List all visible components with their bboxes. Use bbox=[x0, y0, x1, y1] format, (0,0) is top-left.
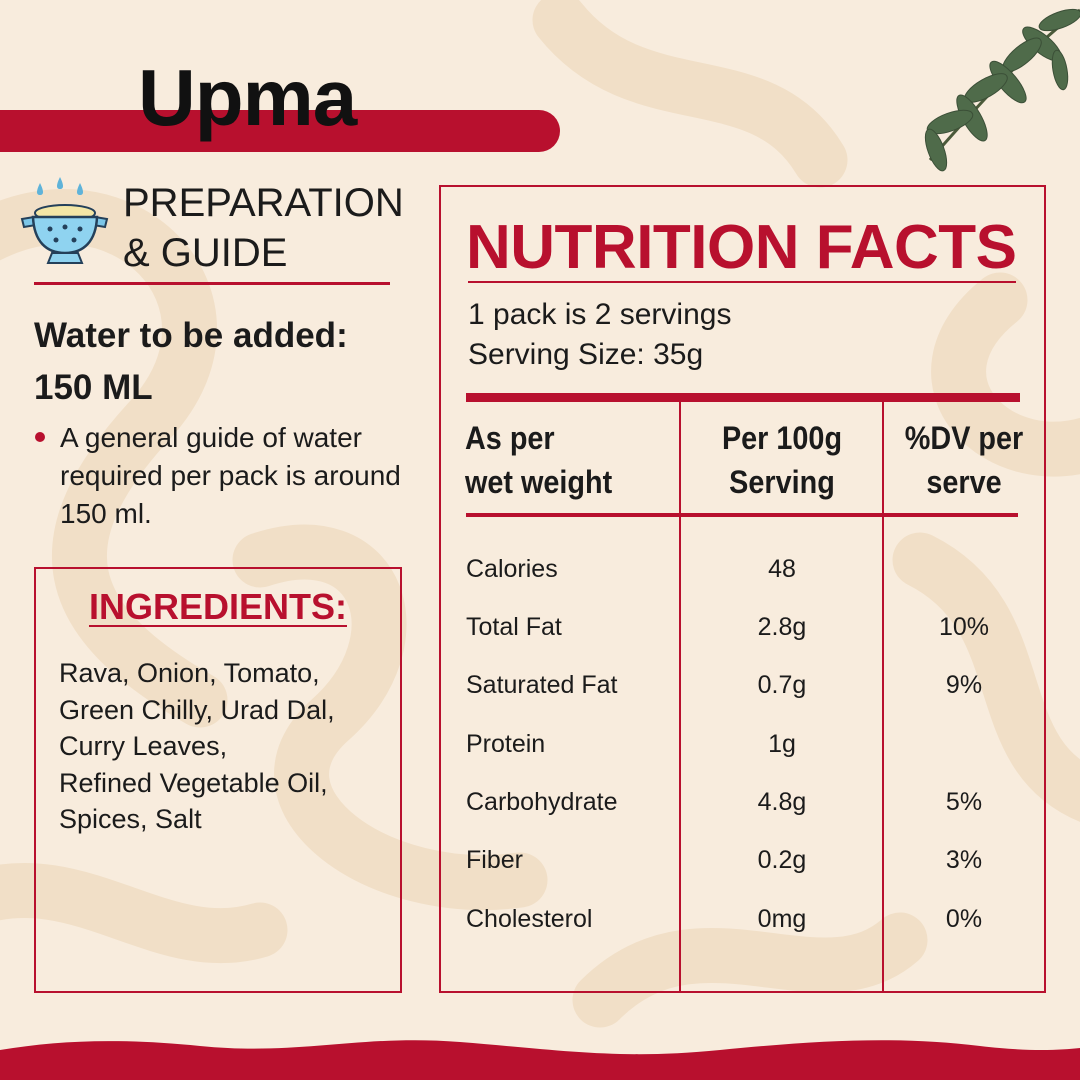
ingredient-line: Green Chilly, Urad Dal, bbox=[59, 694, 335, 725]
column-divider bbox=[679, 402, 681, 992]
bullet-icon bbox=[35, 432, 45, 442]
ingredient-line: Rava, Onion, Tomato, bbox=[59, 658, 320, 688]
serving-info: 1 pack is 2 servings Serving Size: 35g bbox=[468, 295, 731, 375]
colander-icon bbox=[20, 177, 109, 264]
nutrition-title-underline bbox=[468, 281, 1016, 283]
table-row: Saturated Fat 0.7g 9% bbox=[466, 671, 983, 699]
header-dv: %DV per serve bbox=[904, 420, 1024, 500]
water-guide-note: A general guide of water required per pa… bbox=[60, 422, 401, 529]
ingredients-title: INGREDIENTS: bbox=[88, 586, 347, 627]
table-row: Fiber 0.2g 3% bbox=[466, 846, 983, 874]
page-title: Upma bbox=[138, 53, 357, 142]
header-basis: As per wet weight bbox=[465, 420, 613, 500]
nutrition-facts-box bbox=[439, 185, 1046, 993]
table-row: Protein 1g bbox=[466, 730, 796, 758]
preparation-divider bbox=[34, 282, 390, 285]
servings-per-pack: 1 pack is 2 servings bbox=[468, 298, 732, 331]
nutrition-title: NUTRITION FACTS bbox=[466, 213, 1017, 282]
ingredient-line: Refined Vegetable Oil, bbox=[59, 767, 328, 798]
table-row: Carbohydrate 4.8g 5% bbox=[466, 788, 983, 816]
column-divider bbox=[882, 402, 884, 992]
ingredient-line: Curry Leaves, bbox=[59, 731, 228, 761]
ingredients-list: Rava, Onion, Tomato, Green Chilly, Urad … bbox=[59, 655, 389, 838]
header-rule bbox=[466, 513, 1018, 517]
preparation-heading: PREPARATION & GUIDE bbox=[123, 181, 404, 275]
table-row: Total Fat 2.8g 10% bbox=[466, 613, 990, 641]
ingredients-box bbox=[34, 567, 402, 993]
header-per-100g: Per 100g Serving bbox=[721, 420, 843, 500]
water-amount: Water to be added: 150 ML bbox=[34, 316, 348, 407]
table-row: Calories 48 bbox=[466, 555, 796, 583]
bottom-wave-decoration bbox=[0, 1040, 1080, 1080]
serving-size: Serving Size: 35g bbox=[468, 338, 704, 371]
ingredient-line: Spices, Salt bbox=[59, 804, 202, 834]
title-bar bbox=[0, 110, 560, 152]
table-row: Cholesterol 0mg 0% bbox=[466, 905, 983, 933]
nutrition-thick-rule bbox=[466, 393, 1020, 402]
curry-leaves-decoration bbox=[924, 8, 1080, 172]
